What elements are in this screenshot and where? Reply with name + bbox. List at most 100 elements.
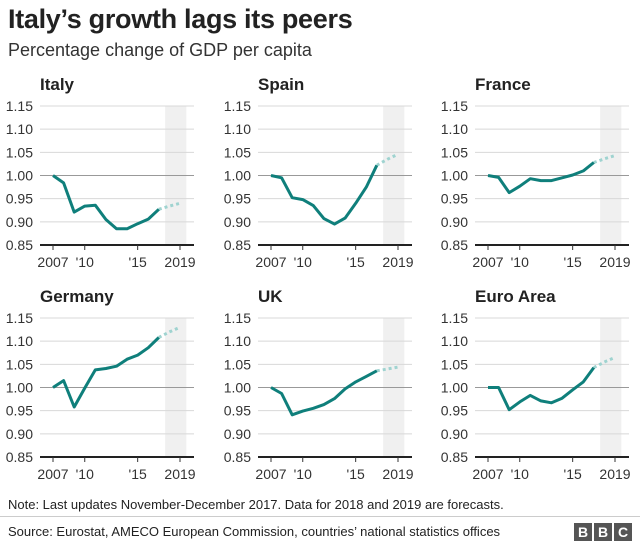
y-tick-label: 1.00 (6, 168, 33, 184)
bbc-logo-letter: B (574, 523, 592, 541)
y-tick-label: 0.95 (224, 191, 251, 207)
y-tick-label: 0.85 (6, 449, 33, 465)
y-tick-label: 1.15 (6, 98, 33, 114)
y-tick-label: 1.00 (224, 168, 251, 184)
data-line (488, 366, 596, 412)
panel-france: France 1.15 1.10 1.05 1.00 0.95 0.90 0.85 2007 '1… (435, 70, 640, 270)
y-tick-label: 1.15 (224, 98, 251, 114)
y-tick-label: 1.05 (441, 356, 468, 372)
y-tick-label: 0.90 (224, 426, 251, 442)
data-line (270, 164, 379, 226)
y-tick-label: 0.85 (6, 237, 33, 253)
panel-title: France (475, 75, 531, 94)
y-tick-label: 1.00 (6, 380, 33, 396)
panel-title: Italy (40, 75, 75, 94)
y-tick-label: 1.10 (224, 121, 251, 137)
panel-spain: Spain 1.15 1.10 1.05 1.00 0.95 0.90 0.85 2007 '10… (218, 70, 428, 270)
x-tick-label: 2019 (599, 254, 630, 270)
y-tick-label: 0.85 (224, 449, 251, 465)
x-tick-label: '10 (294, 466, 312, 482)
forecast-line (158, 325, 181, 339)
panel-title: Germany (40, 287, 114, 306)
x-tick-label: 2007 (472, 254, 503, 270)
forecast-line (593, 154, 616, 164)
x-tick-label: '15 (564, 254, 582, 270)
x-tick-label: 2007 (255, 466, 286, 482)
y-tick-label: 1.10 (224, 333, 251, 349)
y-tick-label: 1.00 (441, 168, 468, 184)
x-tick-label: 2019 (382, 254, 413, 270)
x-tick-label: 2007 (37, 466, 68, 482)
panel-title: UK (258, 287, 283, 306)
x-tick-label: 2019 (164, 466, 195, 482)
x-tick-label: 2007 (472, 466, 503, 482)
x-tick-label: 2019 (382, 466, 413, 482)
x-tick-label: '10 (76, 466, 94, 482)
y-tick-label: 0.95 (6, 191, 33, 207)
panel-title: Euro Area (475, 287, 556, 306)
y-tick-label: 1.15 (224, 310, 251, 326)
data-line (52, 336, 160, 409)
panel-title: Spain (258, 75, 305, 94)
x-tick-label: '15 (347, 466, 365, 482)
y-tick-label: 1.05 (6, 144, 33, 160)
y-tick-label: 1.15 (441, 310, 468, 326)
y-tick-label: 1.05 (441, 144, 468, 160)
bbc-logo: B B C (574, 523, 632, 541)
x-tick-label: '15 (129, 466, 147, 482)
y-tick-label: 0.85 (224, 237, 251, 253)
y-tick-label: 1.05 (6, 356, 33, 372)
y-tick-label: 0.90 (6, 426, 33, 442)
y-tick-label: 1.00 (224, 380, 251, 396)
y-tick-label: 1.05 (224, 144, 251, 160)
panel-uk: UK 1.15 1.10 1.05 1.00 0.95 0.90 0.85 2007 '10 '15… (218, 282, 428, 482)
bbc-logo-letter: B (594, 523, 612, 541)
x-tick-label: 2007 (255, 254, 286, 270)
x-tick-label: '15 (129, 254, 147, 270)
y-tick-label: 0.95 (441, 191, 468, 207)
y-tick-label: 1.15 (441, 98, 468, 114)
forecast-line (158, 201, 181, 211)
y-tick-label: 1.10 (6, 121, 33, 137)
forecast-line (376, 152, 399, 167)
y-tick-label: 0.95 (6, 403, 33, 419)
x-tick-label: 2019 (164, 254, 195, 270)
panel-italy: Italy 1.15 1.10 1.05 1.00 0.95 0.90 0.85 2007 '10… (0, 70, 210, 270)
x-tick-label: 2019 (599, 466, 630, 482)
y-tick-label: 0.90 (441, 214, 468, 230)
bbc-logo-letter: C (614, 523, 632, 541)
divider (0, 516, 640, 517)
y-tick-label: 0.95 (224, 403, 251, 419)
data-line (270, 369, 378, 417)
y-tick-label: 0.90 (6, 214, 33, 230)
y-tick-label: 1.05 (224, 356, 251, 372)
x-tick-label: '10 (76, 254, 94, 270)
x-tick-label: 2007 (37, 254, 68, 270)
y-tick-label: 1.15 (6, 310, 33, 326)
data-line (487, 161, 595, 195)
data-line (52, 174, 160, 231)
source-note: Source: Eurostat, AMECO European Commiss… (8, 524, 501, 539)
x-tick-label: '15 (347, 254, 365, 270)
footnote: Note: Last updates November-December 201… (8, 497, 504, 512)
x-tick-label: '10 (511, 254, 529, 270)
x-tick-label: '10 (511, 466, 529, 482)
y-tick-label: 1.10 (6, 333, 33, 349)
y-tick-label: 0.90 (224, 214, 251, 230)
panel-euro-area: Euro Area 1.15 1.10 1.05 1.00 0.95 0.90 0.85 200… (435, 282, 640, 482)
panel-germany: Germany 1.15 1.10 1.05 1.00 0.95 0.90 0.85 2007 '… (0, 282, 210, 482)
x-tick-label: '15 (564, 466, 582, 482)
y-tick-label: 0.90 (441, 426, 468, 442)
y-tick-label: 0.85 (441, 449, 468, 465)
forecast-line (593, 356, 616, 369)
y-tick-label: 1.10 (441, 333, 468, 349)
x-tick-label: '10 (294, 254, 312, 270)
chart-subtitle: Percentage change of GDP per capita (8, 40, 312, 60)
